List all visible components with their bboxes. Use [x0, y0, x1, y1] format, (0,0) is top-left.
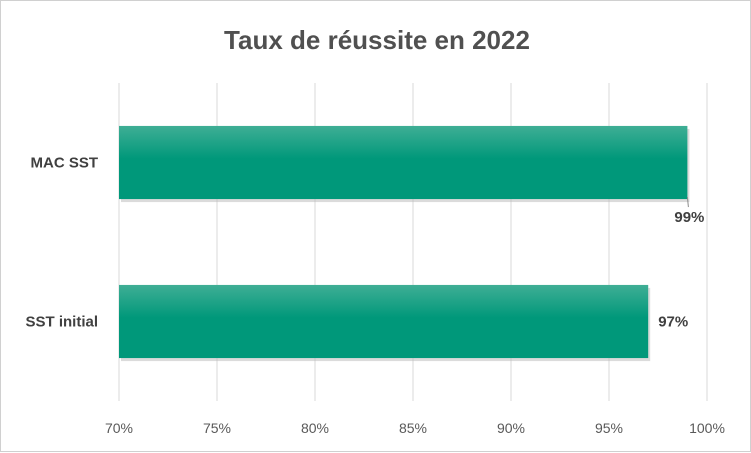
bars	[119, 125, 690, 362]
bar	[119, 284, 649, 359]
bar	[119, 125, 688, 200]
leader-line	[686, 197, 689, 208]
chart-title: Taux de réussite en 2022	[224, 25, 530, 55]
category-labels: MAC SST SST initial	[25, 155, 98, 331]
x-axis-tick-labels: 70% 75% 80% 85% 90% 95% 100%	[105, 420, 725, 436]
x-tick-label: 70%	[105, 420, 133, 436]
data-label: 97%	[658, 314, 688, 331]
category-label: SST initial	[25, 314, 98, 331]
x-tick-label: 95%	[595, 420, 623, 436]
x-tick-label: 85%	[399, 420, 427, 436]
x-tick-label: 75%	[203, 420, 231, 436]
data-label: 99%	[674, 209, 704, 226]
category-label: MAC SST	[31, 155, 99, 172]
x-tick-label: 90%	[497, 420, 525, 436]
data-labels: 99% 97%	[658, 197, 704, 331]
x-tick-label: 80%	[301, 420, 329, 436]
x-tick-label: 100%	[689, 420, 725, 436]
